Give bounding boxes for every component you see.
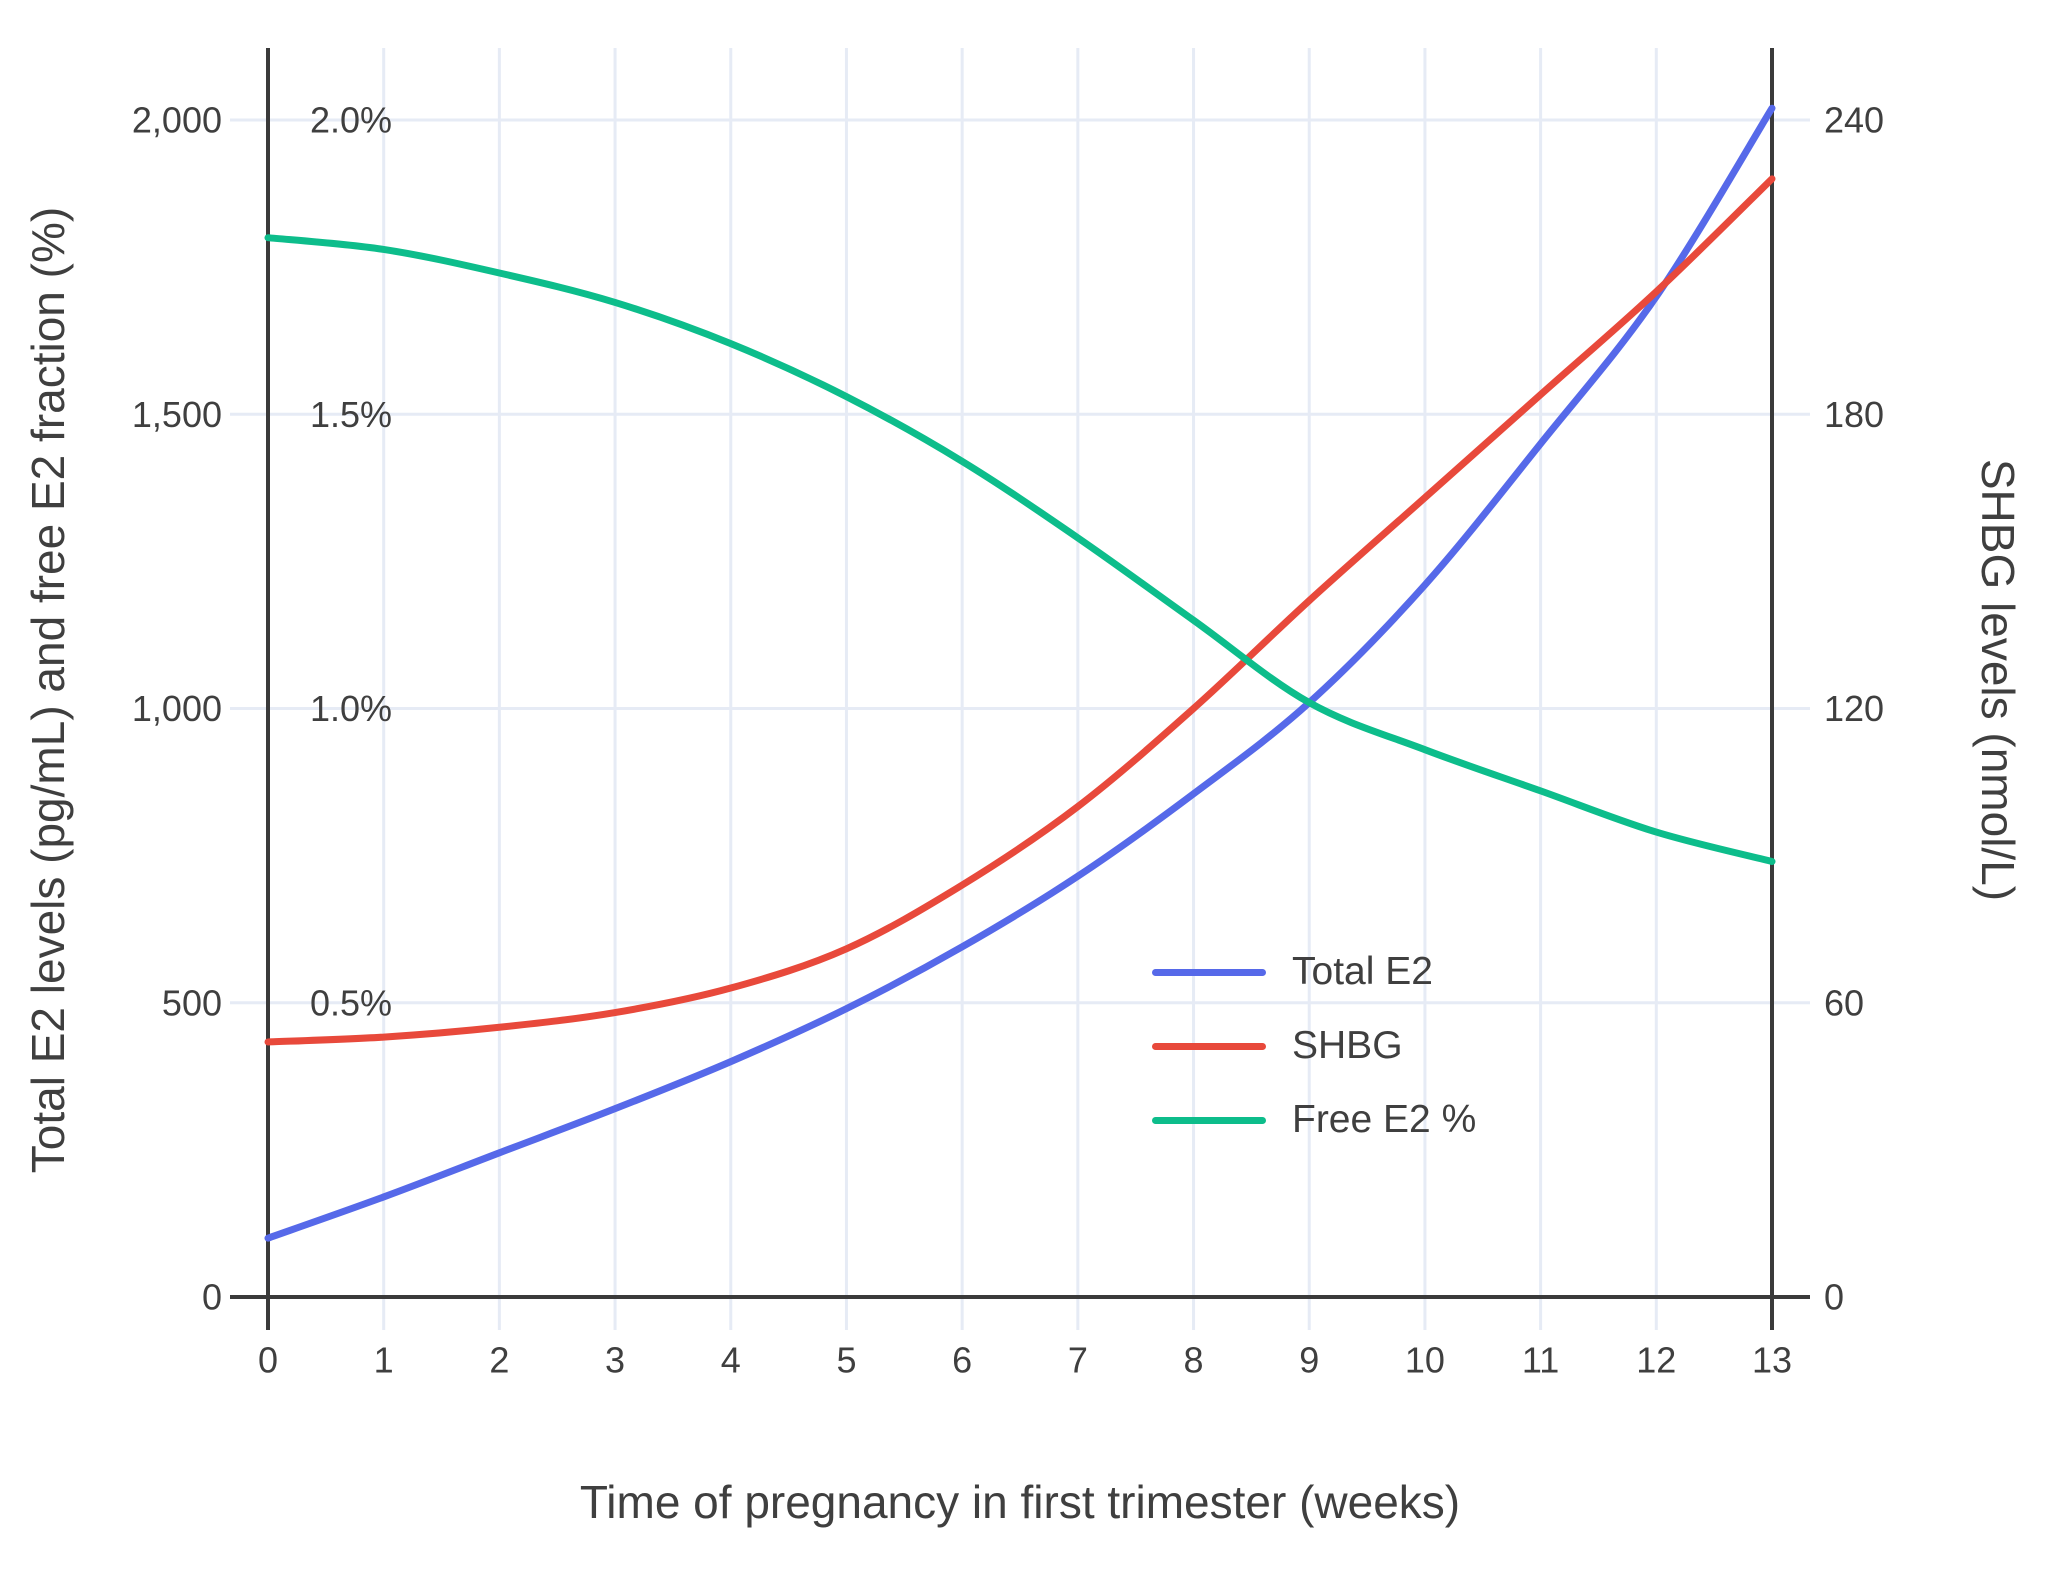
legend-item-shbg: SHBG bbox=[1152, 1024, 1476, 1067]
y-right-tick-label-60: 60 bbox=[1824, 982, 1864, 1023]
series-line-shbg bbox=[264, 175, 1776, 1046]
x-tick-label-10: 10 bbox=[1405, 1340, 1445, 1381]
y-left-tick-label-2000: 2,000 bbox=[132, 100, 222, 141]
x-tick-label-3: 3 bbox=[605, 1340, 625, 1381]
x-tick-label-8: 8 bbox=[1184, 1340, 1204, 1381]
legend-label-free-e2: Free E2 % bbox=[1292, 1098, 1477, 1141]
legend-swatch-free-e2 bbox=[1152, 1116, 1266, 1124]
y-right-tick-label-180: 180 bbox=[1824, 394, 1884, 435]
x-tick-label-2: 2 bbox=[489, 1340, 509, 1381]
percent-label-0.5%: 0.5% bbox=[310, 982, 392, 1023]
series-line-total-e2 bbox=[264, 104, 1776, 1242]
percent-label-1.5%: 1.5% bbox=[310, 394, 392, 435]
x-tick-label-5: 5 bbox=[836, 1340, 856, 1381]
percent-label-1.0%: 1.0% bbox=[310, 688, 392, 729]
percent-label-2.0%: 2.0% bbox=[310, 100, 392, 141]
legend-item-free-e2: Free E2 % bbox=[1152, 1098, 1477, 1141]
y-left-tick-label-0: 0 bbox=[202, 1277, 222, 1318]
legend-swatch-shbg bbox=[1152, 1042, 1266, 1050]
legend-label-shbg: SHBG bbox=[1292, 1024, 1403, 1067]
x-tick-label-6: 6 bbox=[952, 1340, 972, 1381]
y-right-tick-label-0: 0 bbox=[1824, 1277, 1844, 1318]
x-tick-label-1: 1 bbox=[374, 1340, 394, 1381]
x-axis-title: Time of pregnancy in first trimester (we… bbox=[580, 1476, 1460, 1528]
x-tick-label-0: 0 bbox=[258, 1340, 278, 1381]
x-tick-label-11: 11 bbox=[1522, 1340, 1559, 1381]
x-tick-label-12: 12 bbox=[1636, 1340, 1676, 1381]
x-tick-label-9: 9 bbox=[1299, 1340, 1319, 1381]
x-tick-label-7: 7 bbox=[1068, 1340, 1088, 1381]
series-line-free-e2- bbox=[264, 234, 1776, 866]
x-tick-label-13: 13 bbox=[1752, 1340, 1792, 1381]
y-right-tick-label-240: 240 bbox=[1824, 100, 1884, 141]
y-left-tick-label-500: 500 bbox=[162, 982, 222, 1023]
y-axis-right-title: SHBG levels (nmol/L) bbox=[1972, 459, 2024, 901]
y-axis-left-title: Total E2 levels (pg/mL) and free E2 frac… bbox=[22, 207, 74, 1173]
legend-swatch-total-e2 bbox=[1152, 968, 1266, 976]
x-tick-label-4: 4 bbox=[721, 1340, 741, 1381]
chart-legend: Total E2 SHBG Free E2 % bbox=[1152, 950, 1477, 1174]
legend-label-total-e2: Total E2 bbox=[1292, 950, 1433, 993]
y-right-tick-label-120: 120 bbox=[1824, 688, 1884, 729]
legend-item-total-e2: Total E2 bbox=[1152, 950, 1476, 993]
y-left-tick-label-1500: 1,500 bbox=[132, 394, 222, 435]
y-left-tick-label-1000: 1,000 bbox=[132, 688, 222, 729]
